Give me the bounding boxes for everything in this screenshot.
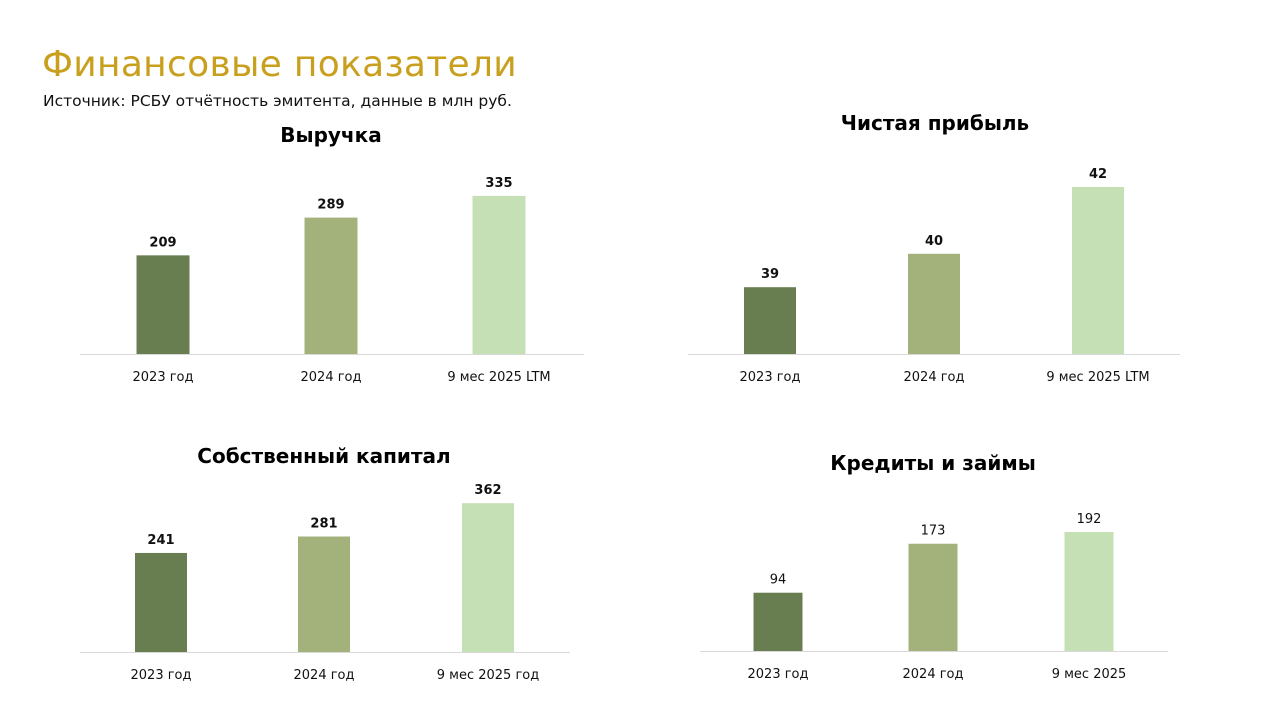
bar [136,255,190,354]
category-label: 2024 год [294,668,355,683]
category-label: 2023 год [131,668,192,683]
chart-title: Выручка [280,123,381,147]
value-label: 362 [474,483,501,498]
value-label: 209 [149,235,176,250]
page-subtitle: Источник: РСБУ отчётность эмитента, данн… [43,92,512,110]
category-label: 9 мес 2025 [1052,667,1127,682]
value-label: 42 [1089,167,1107,182]
category-label: 2023 год [748,667,809,682]
value-label: 39 [761,267,779,282]
bar [908,253,960,354]
category-label: 2024 год [301,370,362,385]
value-label: 289 [317,198,344,213]
bar [1072,187,1124,354]
chart-title: Кредиты и займы [830,451,1036,475]
value-label: 335 [485,176,512,191]
chart-title: Чистая прибыль [841,111,1029,135]
category-label: 9 мес 2025 LTM [1046,370,1149,385]
chart-title: Собственный капитал [197,444,450,468]
bar [135,552,187,652]
value-label: 281 [310,517,337,532]
bar [298,536,350,652]
page-title: Финансовые показатели [42,44,517,85]
category-label: 9 мес 2025 год [437,668,539,683]
bar [744,287,796,354]
value-label: 241 [147,533,174,548]
bar [1064,531,1114,651]
category-label: 9 мес 2025 LTM [447,370,550,385]
bar [908,543,958,651]
bar [462,503,514,652]
value-label: 173 [921,524,946,539]
category-label: 2024 год [904,370,965,385]
bar [304,217,358,354]
bar [472,195,526,354]
value-label: 40 [925,234,943,249]
bar [753,592,803,651]
value-label: 94 [770,573,787,588]
category-label: 2023 год [133,370,194,385]
category-label: 2024 год [903,667,964,682]
category-label: 2023 год [740,370,801,385]
value-label: 192 [1077,512,1102,527]
